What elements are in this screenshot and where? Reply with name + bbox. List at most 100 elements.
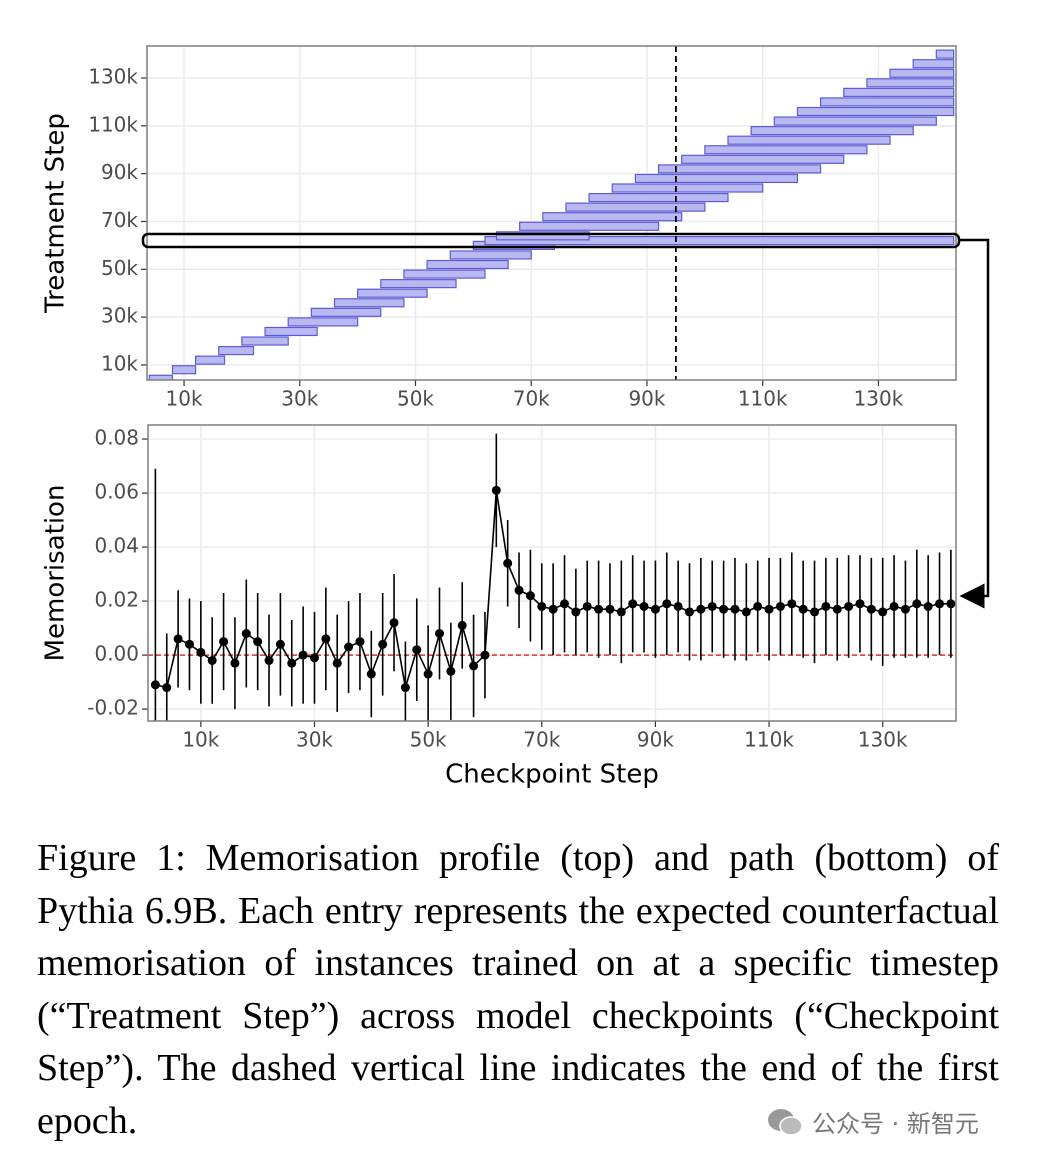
point [275, 639, 285, 649]
point [298, 650, 308, 660]
x-tick-label: 90k [628, 387, 665, 411]
cell-row [681, 154, 845, 164]
point [219, 637, 229, 647]
x-tick-label: 110k [744, 728, 794, 752]
point [707, 601, 717, 611]
point [832, 604, 842, 614]
point [946, 599, 956, 609]
y-tick-label: 30k [101, 304, 138, 328]
point [798, 604, 808, 614]
point [525, 591, 535, 601]
cell-row [866, 78, 955, 88]
point [787, 599, 797, 609]
cell-row [264, 326, 318, 337]
cell-row [889, 68, 955, 78]
x-tick-label: 10k [166, 387, 203, 411]
y-tick-label: 70k [101, 208, 138, 232]
point [514, 585, 524, 595]
point [491, 485, 501, 495]
cell-row [310, 307, 382, 317]
y-tick-label: 10k [101, 351, 138, 375]
point [764, 604, 774, 614]
arrow [959, 238, 990, 609]
cell-row [241, 336, 289, 346]
x-tick-label: 30k [281, 387, 318, 411]
x-tick-label: 10k [182, 728, 219, 752]
y-tick-label: 0.02 [94, 588, 139, 612]
cell-row [773, 116, 937, 126]
cell-row [380, 279, 457, 289]
point [264, 656, 274, 666]
y-axis-title: Memorisation [41, 485, 71, 662]
cell-row [657, 164, 822, 174]
point [582, 601, 592, 611]
panel-bg [148, 425, 956, 721]
point [537, 601, 547, 611]
point [616, 607, 626, 617]
point [503, 558, 513, 568]
x-tick-label: 130k [858, 728, 908, 752]
point [719, 604, 729, 614]
point [196, 647, 206, 657]
x-axis-title: Checkpoint Step [445, 760, 659, 790]
x-tick-label: 50k [410, 728, 447, 752]
point [434, 628, 444, 638]
y-tick-label: 0.08 [94, 426, 139, 450]
point [935, 599, 945, 609]
cell-row [426, 259, 509, 270]
point [321, 634, 331, 644]
point [821, 601, 831, 611]
cell-row [843, 87, 955, 97]
point [594, 604, 604, 614]
point [923, 601, 933, 611]
cell-row [484, 236, 955, 246]
x-tick-label: 90k [637, 728, 674, 752]
y-tick-label: 50k [101, 256, 138, 280]
cell-row [403, 269, 486, 279]
point [878, 607, 888, 617]
x-tick-label: 110k [738, 387, 788, 411]
cell-row [819, 97, 955, 107]
wechat-icon [768, 1108, 803, 1136]
cell-row [218, 345, 255, 356]
point [628, 599, 638, 609]
point [639, 601, 649, 611]
top-panel: 10k 30k 50k 70k 90k 110k 130k 10k 30k 50k 70k 90k 11… [41, 45, 957, 411]
y-tick-label: 0.06 [94, 480, 139, 504]
point [446, 666, 456, 676]
cell-row [287, 317, 359, 327]
figure: 10k 30k 50k 70k 90k 110k 130k 10k 30k 50k 70k 90k 11… [41, 45, 990, 790]
cell-row [357, 288, 428, 298]
point [366, 669, 376, 679]
x-tick-label: 30k [296, 728, 333, 752]
point [855, 599, 865, 609]
point [844, 601, 854, 611]
y-tick-label: 0.00 [94, 642, 139, 666]
cell-row [195, 355, 226, 365]
cell-row [542, 212, 683, 222]
point [355, 637, 365, 647]
point [309, 653, 319, 663]
point [889, 601, 899, 611]
point [241, 628, 251, 638]
point [662, 599, 672, 609]
point [150, 680, 160, 690]
point [230, 658, 240, 668]
point [389, 618, 399, 628]
cell-row [634, 173, 799, 184]
point [866, 604, 876, 614]
cell-row [912, 59, 955, 69]
point [162, 683, 172, 693]
point [753, 601, 763, 611]
point [400, 683, 410, 693]
point [184, 639, 194, 649]
point [560, 599, 570, 609]
cell-row [565, 202, 706, 212]
point [775, 601, 785, 611]
point [173, 634, 183, 644]
point [810, 607, 820, 617]
point [673, 601, 683, 611]
marks [150, 433, 956, 721]
cell-row [796, 106, 955, 117]
